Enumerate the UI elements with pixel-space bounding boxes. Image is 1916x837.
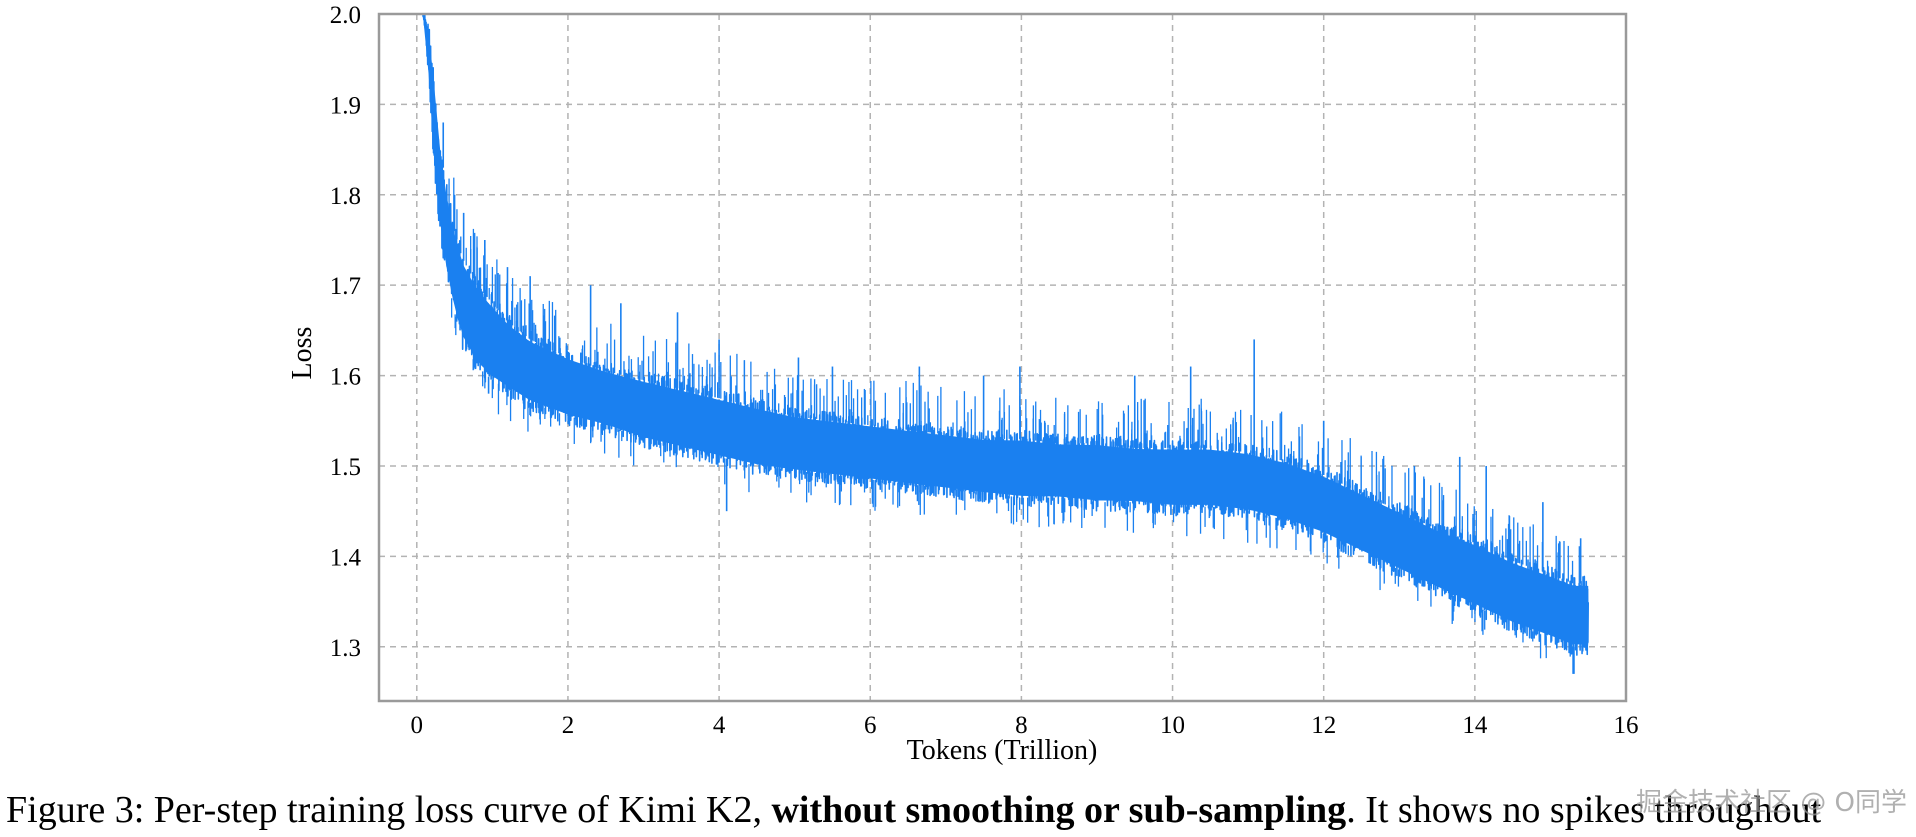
y-tick-label: 1.3	[330, 635, 361, 662]
x-tick-label: 16	[1614, 712, 1639, 739]
plot-frame	[377, 12, 1628, 703]
x-tick-label: 0	[411, 712, 424, 739]
loss-series	[422, 13, 1590, 674]
watermark: 掘金技术社区 @ O同学	[1636, 788, 1907, 818]
y-tick-label: 1.8	[330, 183, 361, 210]
caption-suffix: . It shows no spikes throughout	[1346, 789, 1822, 831]
x-tick-label: 4	[713, 712, 726, 739]
y-tick-label: 1.6	[330, 364, 361, 391]
figure-caption: Figure 3: Per-step training loss curve o…	[6, 786, 1821, 834]
y-axis-label: Loss	[287, 327, 318, 380]
x-tick-label: 2	[562, 712, 575, 739]
loss-chart: 0 2 4 6 8 10 12 14 16 1.3 1.4 1.5 1.6 1.7 1.8 1.9 2.0 To…	[287, 2, 1639, 766]
y-tick-label: 1.7	[330, 273, 361, 300]
loss-band	[422, 14, 1589, 645]
caption-prefix: Figure 3: Per-step training loss curve o…	[6, 789, 772, 831]
ticks: 0 2 4 6 8 10 12 14 16 1.3 1.4 1.5 1.6 1.7 1.8 1.9 2.0	[330, 2, 1639, 739]
x-tick-label: 10	[1160, 712, 1185, 739]
x-tick-label: 6	[864, 712, 877, 739]
x-tick-label: 12	[1311, 712, 1336, 739]
caption-bold: without smoothing or sub-sampling	[771, 789, 1347, 831]
y-tick-label: 1.9	[330, 92, 361, 119]
x-tick-label: 14	[1462, 712, 1488, 739]
x-axis-label: Tokens (Trillion)	[907, 735, 1098, 766]
y-tick-label: 1.4	[330, 544, 362, 571]
y-tick-label: 2.0	[330, 2, 361, 29]
y-tick-label: 1.5	[330, 454, 361, 481]
x-tick-label: 8	[1015, 712, 1028, 739]
